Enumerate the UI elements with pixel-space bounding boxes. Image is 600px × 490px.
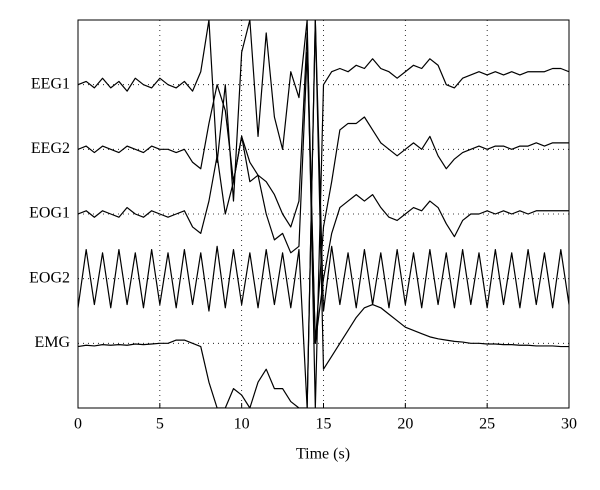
x-tick-label: 20 bbox=[397, 416, 413, 433]
y-tick-label: EOG1 bbox=[29, 205, 70, 222]
signal-trace bbox=[78, 51, 569, 344]
x-tick-label: 5 bbox=[156, 416, 164, 433]
plot-area bbox=[78, 20, 569, 408]
x-tick-label: 15 bbox=[316, 416, 332, 433]
x-tick-label: 10 bbox=[234, 416, 250, 433]
x-tick-label: 0 bbox=[74, 416, 82, 433]
x-tick-label: 30 bbox=[561, 416, 577, 433]
signal-trace bbox=[78, 32, 569, 344]
signal-trace bbox=[78, 20, 569, 408]
y-tick-label: EEG2 bbox=[31, 140, 70, 157]
signal-trace bbox=[78, 20, 569, 408]
y-tick-label: EMG bbox=[34, 334, 70, 351]
y-tick-label: EOG2 bbox=[29, 269, 70, 286]
x-tick-label: 25 bbox=[479, 416, 495, 433]
signal-trace bbox=[78, 20, 569, 408]
y-tick-label: EEG1 bbox=[31, 75, 70, 92]
x-axis-label: Time (s) bbox=[296, 446, 350, 463]
